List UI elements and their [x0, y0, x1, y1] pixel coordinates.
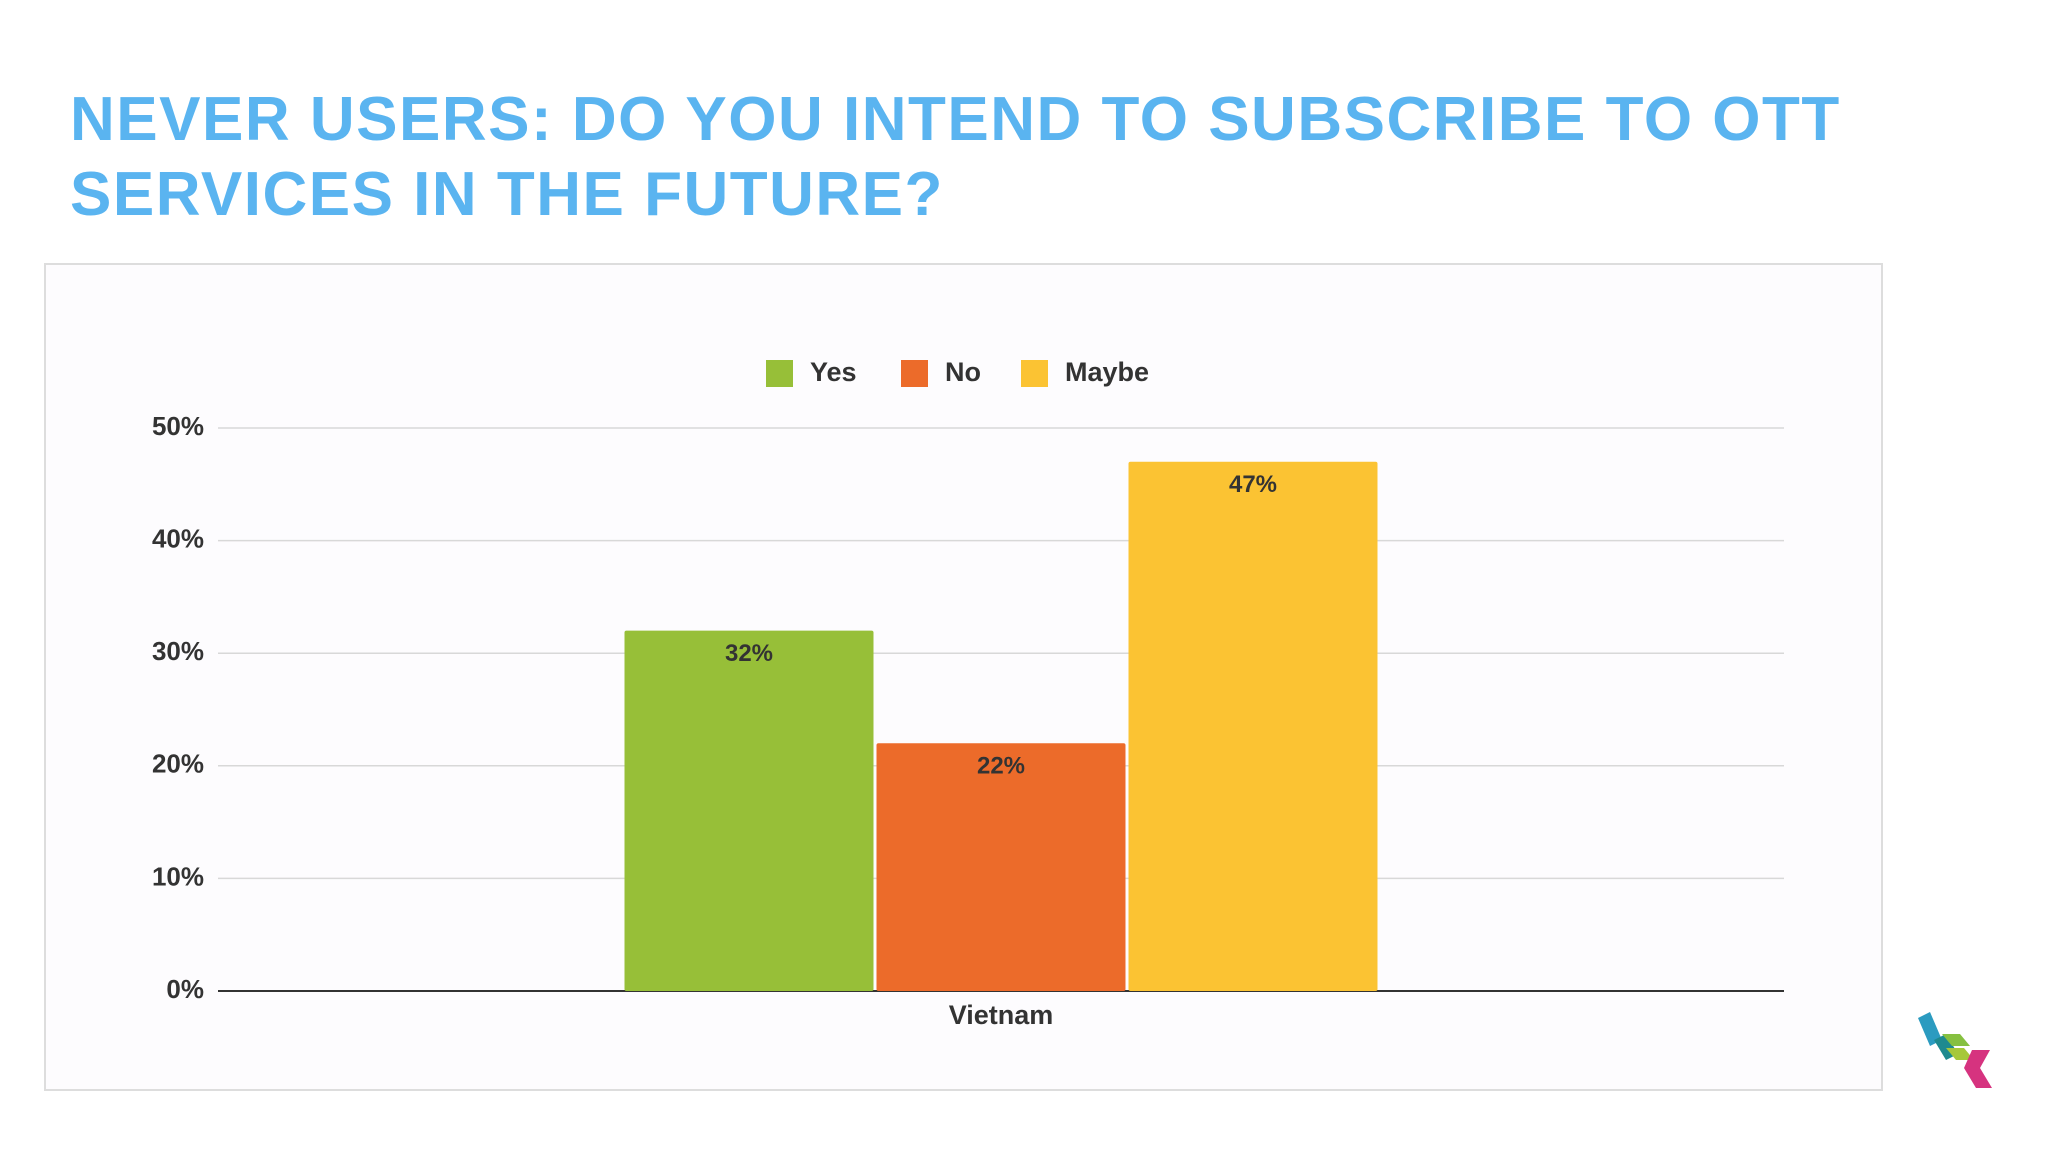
legend-label: Yes — [810, 357, 857, 387]
value-label: 32% — [725, 640, 773, 667]
y-tick-label: 30% — [152, 636, 204, 666]
legend-label: Maybe — [1065, 357, 1149, 387]
chart-title: NEVER USERS: DO YOU INTEND TO SUBSCRIBE … — [70, 85, 1841, 229]
legend-swatch — [901, 360, 928, 387]
legend-label: No — [945, 357, 981, 387]
value-label: 22% — [977, 753, 1025, 780]
y-tick-label: 40% — [152, 523, 204, 553]
value-label: 47% — [1229, 471, 1277, 498]
y-tick-label: 0% — [166, 974, 204, 1004]
y-tick-label: 20% — [152, 749, 204, 779]
y-tick-label: 10% — [152, 861, 204, 891]
y-tick-label: 50% — [152, 411, 204, 441]
bar — [1128, 461, 1378, 991]
bar — [624, 630, 874, 991]
x-tick-label: Vietnam — [949, 1000, 1054, 1030]
logo — [1918, 1012, 1992, 1088]
legend-swatch — [1021, 360, 1048, 387]
legend-swatch — [766, 360, 793, 387]
bar — [876, 743, 1126, 991]
